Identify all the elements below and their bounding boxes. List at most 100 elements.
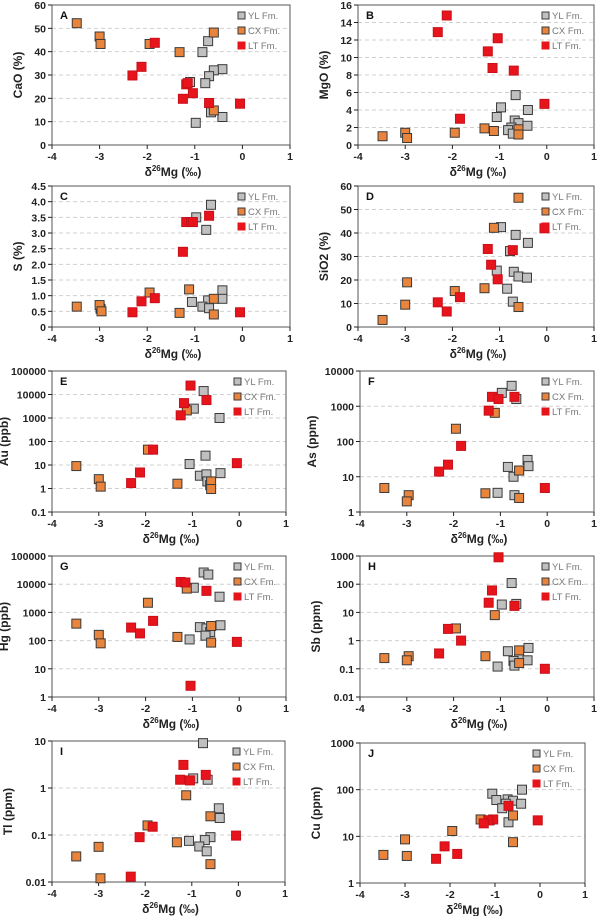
legend-label-LT: LT Fm. xyxy=(248,222,277,233)
y-tick-label: 1000 xyxy=(331,401,355,413)
x-tick-label: -2 xyxy=(448,151,457,163)
data-point xyxy=(214,812,225,823)
data-point xyxy=(177,93,188,104)
data-point xyxy=(205,199,216,210)
data-point xyxy=(447,826,458,837)
data-point xyxy=(510,90,521,101)
data-point xyxy=(201,846,212,857)
series-LT xyxy=(434,552,550,674)
legend-label-CX: CX Fm. xyxy=(244,577,276,588)
y-tick-label: 30 xyxy=(34,70,46,82)
x-tick-label: -1 xyxy=(496,703,505,715)
data-point xyxy=(205,859,216,870)
data-point xyxy=(517,784,527,795)
data-point xyxy=(502,461,513,472)
y-tick-label: 100 xyxy=(28,636,46,648)
panel-label: I xyxy=(60,746,63,758)
panel-label: C xyxy=(60,191,68,203)
data-point xyxy=(142,597,153,608)
y-tick-label: 1000 xyxy=(23,607,47,619)
data-point xyxy=(200,450,211,461)
data-point xyxy=(377,314,388,325)
x-tick-label: -2 xyxy=(141,703,150,715)
y-tick-label: 10000 xyxy=(17,579,46,591)
data-point xyxy=(509,391,520,402)
x-tick-label: -2 xyxy=(448,333,457,345)
panel-label: J xyxy=(368,748,374,760)
x-tick-label: -3 xyxy=(402,518,411,530)
panel-H: -4 -3 -2 -1 0 1 0.01 0.1 1 10 100 1000 δ26Mg (‰) Sb (… xyxy=(309,551,597,731)
x-tick-label: -1 xyxy=(188,518,197,530)
y-axis-title: Hg (ppb) xyxy=(0,602,11,651)
data-point xyxy=(439,841,450,852)
data-point xyxy=(479,123,490,134)
series-CX xyxy=(71,405,217,495)
legend-label-LT: LT Fm. xyxy=(552,407,581,418)
x-tick-label: -3 xyxy=(94,888,103,900)
y-tick-label: 10 xyxy=(34,736,46,748)
y-axis-title: S (%) xyxy=(11,241,25,271)
legend-swatch-YL xyxy=(233,562,242,571)
data-point xyxy=(493,552,504,563)
x-tick-label: -3 xyxy=(94,703,103,715)
legend-label-LT: LT Fm. xyxy=(552,592,581,603)
y-tick-label: 10 xyxy=(342,831,354,843)
x-tick-label: 1 xyxy=(582,889,588,901)
data-point xyxy=(493,394,504,405)
x-tick-label: -1 xyxy=(495,333,504,345)
panel-label: B xyxy=(366,10,374,22)
data-point xyxy=(401,850,412,861)
data-point xyxy=(215,468,226,479)
legend-label-YL: YL Fm. xyxy=(244,562,274,573)
y-tick-label: 4.0 xyxy=(31,197,46,209)
x-tick-label: -2 xyxy=(141,518,150,530)
y-tick-label: 2.0 xyxy=(31,259,46,271)
data-point xyxy=(201,224,212,235)
data-point xyxy=(174,307,185,318)
data-point xyxy=(217,285,228,296)
data-point xyxy=(431,853,442,864)
y-tick-label: 100 xyxy=(336,437,354,449)
data-point xyxy=(200,769,211,780)
data-point xyxy=(127,70,138,81)
x-tick-label: 0 xyxy=(544,518,550,530)
data-point xyxy=(177,246,188,257)
y-tick-label: 0 xyxy=(40,322,46,334)
x-tick-label: -4 xyxy=(47,888,56,900)
data-point xyxy=(539,663,550,674)
data-point xyxy=(184,835,195,846)
data-point xyxy=(197,738,208,749)
legend-swatch-LT xyxy=(237,41,246,50)
legend-label-YL: YL Fm. xyxy=(248,11,278,22)
x-tick-label: -3 xyxy=(95,151,104,163)
data-point xyxy=(488,126,499,136)
x-tick-label: -2 xyxy=(143,151,152,163)
data-point xyxy=(201,395,212,406)
x-tick-label: -2 xyxy=(449,518,458,530)
data-point xyxy=(507,296,518,307)
data-point xyxy=(95,481,106,492)
y-tick-label: 1000 xyxy=(331,551,355,563)
data-point xyxy=(492,33,503,44)
y-tick-label: 100 xyxy=(336,785,354,797)
data-point xyxy=(231,830,242,841)
legend-label-CX: CX Fm. xyxy=(248,26,280,37)
legend-label-CX: CX Fm. xyxy=(552,207,584,218)
y-tick-label: 100000 xyxy=(11,551,46,563)
y-tick-label: 6 xyxy=(346,88,352,100)
legend-label-LT: LT Fm. xyxy=(244,592,273,603)
x-tick-label: 0 xyxy=(236,703,242,715)
y-tick-label: 10000 xyxy=(325,366,354,378)
data-point xyxy=(523,461,534,472)
data-point xyxy=(71,618,82,629)
data-point xyxy=(502,283,513,294)
y-axis-title: CaO (%) xyxy=(11,52,25,99)
x-tick-label: 0 xyxy=(236,518,242,530)
plot-frame xyxy=(359,742,586,884)
data-point xyxy=(148,615,159,626)
data-point xyxy=(401,655,412,666)
data-point xyxy=(182,78,193,89)
x-axis-title: δ26Mg (‰) xyxy=(145,346,202,361)
plot-frame xyxy=(51,555,287,698)
data-point xyxy=(442,623,453,634)
